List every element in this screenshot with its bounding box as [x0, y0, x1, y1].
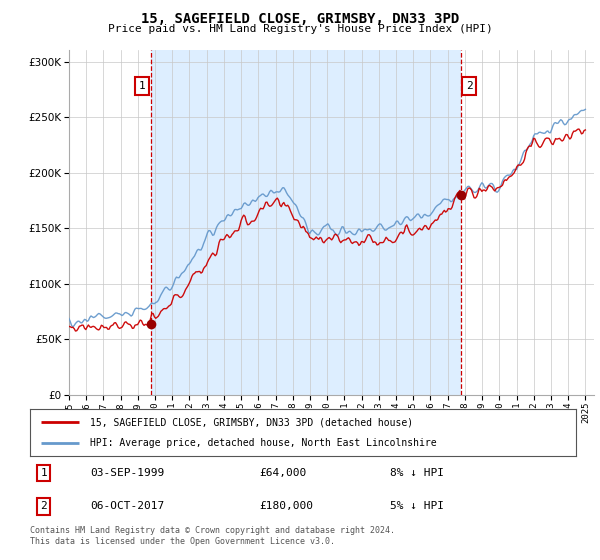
Text: 15, SAGEFIELD CLOSE, GRIMSBY, DN33 3PD (detached house): 15, SAGEFIELD CLOSE, GRIMSBY, DN33 3PD (… — [90, 417, 413, 427]
Text: Contains HM Land Registry data © Crown copyright and database right 2024.
This d: Contains HM Land Registry data © Crown c… — [30, 526, 395, 546]
Bar — [151, 50, 461, 395]
Text: 2: 2 — [40, 501, 47, 511]
Text: 1: 1 — [40, 468, 47, 478]
Text: £180,000: £180,000 — [259, 501, 313, 511]
Text: £64,000: £64,000 — [259, 468, 307, 478]
Text: 5% ↓ HPI: 5% ↓ HPI — [391, 501, 445, 511]
Text: 1: 1 — [139, 81, 146, 91]
Text: Price paid vs. HM Land Registry's House Price Index (HPI): Price paid vs. HM Land Registry's House … — [107, 24, 493, 34]
Text: 15, SAGEFIELD CLOSE, GRIMSBY, DN33 3PD: 15, SAGEFIELD CLOSE, GRIMSBY, DN33 3PD — [141, 12, 459, 26]
Text: 06-OCT-2017: 06-OCT-2017 — [90, 501, 164, 511]
Text: 2: 2 — [466, 81, 473, 91]
Text: HPI: Average price, detached house, North East Lincolnshire: HPI: Average price, detached house, Nort… — [90, 438, 437, 448]
Text: 03-SEP-1999: 03-SEP-1999 — [90, 468, 164, 478]
Text: 8% ↓ HPI: 8% ↓ HPI — [391, 468, 445, 478]
